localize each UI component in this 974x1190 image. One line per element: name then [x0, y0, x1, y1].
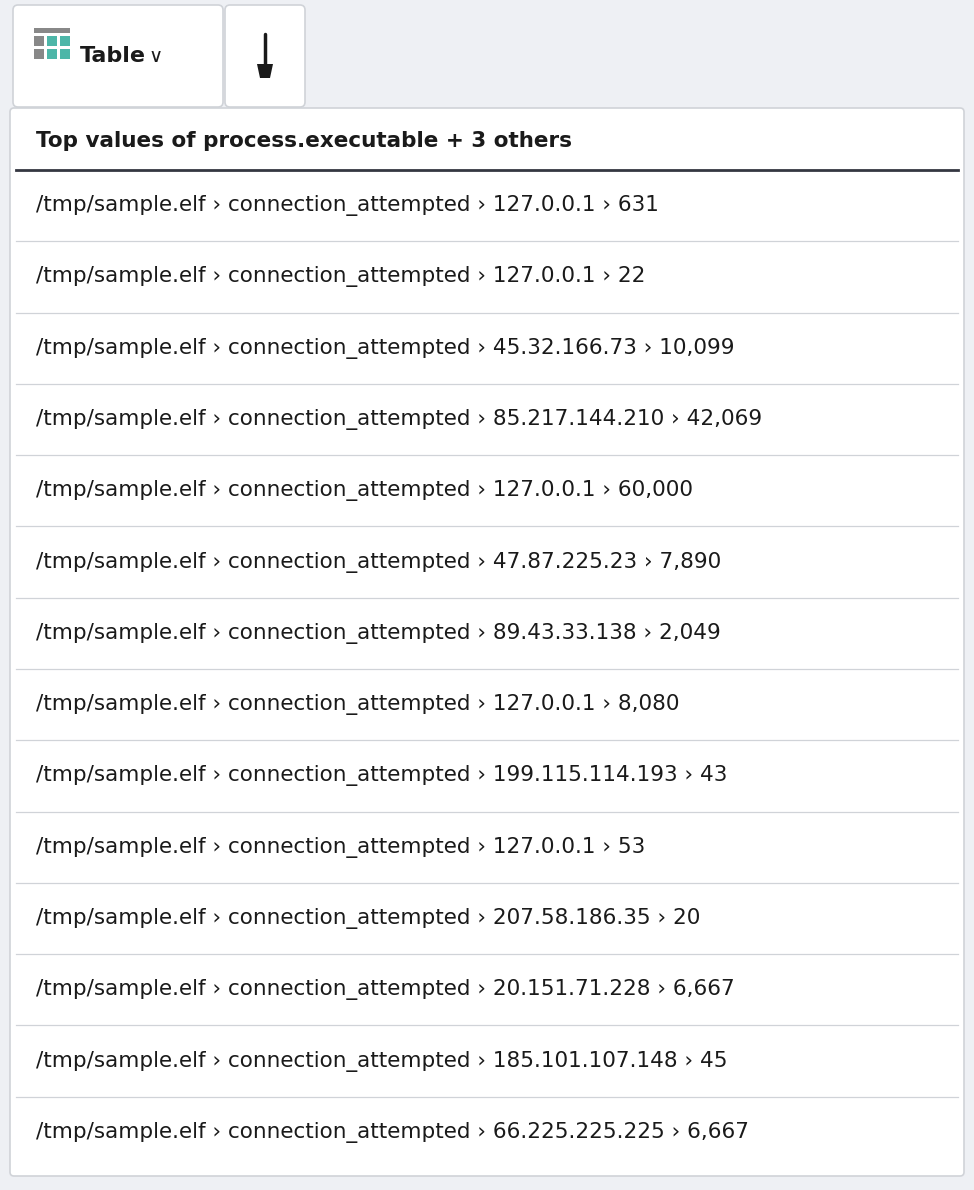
- Text: /tmp/sample.elf › connection_attempted › 20.151.71.228 › 6,667: /tmp/sample.elf › connection_attempted ›…: [36, 979, 734, 1001]
- Text: Top values of process.executable + 3 others: Top values of process.executable + 3 oth…: [36, 131, 572, 151]
- Text: /tmp/sample.elf › connection_attempted › 47.87.225.23 › 7,890: /tmp/sample.elf › connection_attempted ›…: [36, 552, 722, 572]
- Text: /tmp/sample.elf › connection_attempted › 127.0.0.1 › 22: /tmp/sample.elf › connection_attempted ›…: [36, 267, 646, 288]
- FancyBboxPatch shape: [10, 108, 964, 1176]
- Text: /tmp/sample.elf › connection_attempted › 66.225.225.225 › 6,667: /tmp/sample.elf › connection_attempted ›…: [36, 1122, 749, 1142]
- Text: /tmp/sample.elf › connection_attempted › 85.217.144.210 › 42,069: /tmp/sample.elf › connection_attempted ›…: [36, 409, 762, 430]
- Text: /tmp/sample.elf › connection_attempted › 127.0.0.1 › 8,080: /tmp/sample.elf › connection_attempted ›…: [36, 694, 680, 715]
- Bar: [34, 29, 70, 33]
- Bar: [60, 49, 70, 60]
- FancyBboxPatch shape: [225, 5, 305, 107]
- Bar: [47, 36, 57, 46]
- Text: /tmp/sample.elf › connection_attempted › 45.32.166.73 › 10,099: /tmp/sample.elf › connection_attempted ›…: [36, 338, 734, 358]
- Text: /tmp/sample.elf › connection_attempted › 127.0.0.1 › 631: /tmp/sample.elf › connection_attempted ›…: [36, 195, 658, 217]
- Text: /tmp/sample.elf › connection_attempted › 199.115.114.193 › 43: /tmp/sample.elf › connection_attempted ›…: [36, 765, 728, 787]
- Bar: [34, 36, 44, 46]
- Polygon shape: [257, 64, 273, 79]
- Text: /tmp/sample.elf › connection_attempted › 127.0.0.1 › 53: /tmp/sample.elf › connection_attempted ›…: [36, 837, 645, 858]
- Bar: [47, 49, 57, 60]
- Bar: [60, 36, 70, 46]
- Text: /tmp/sample.elf › connection_attempted › 89.43.33.138 › 2,049: /tmp/sample.elf › connection_attempted ›…: [36, 622, 721, 644]
- Text: /tmp/sample.elf › connection_attempted › 185.101.107.148 › 45: /tmp/sample.elf › connection_attempted ›…: [36, 1051, 728, 1071]
- Text: ∨: ∨: [148, 48, 163, 67]
- Text: /tmp/sample.elf › connection_attempted › 207.58.186.35 › 20: /tmp/sample.elf › connection_attempted ›…: [36, 908, 700, 929]
- Text: /tmp/sample.elf › connection_attempted › 127.0.0.1 › 60,000: /tmp/sample.elf › connection_attempted ›…: [36, 481, 693, 501]
- Bar: [34, 49, 44, 60]
- Text: Table: Table: [80, 46, 146, 65]
- FancyBboxPatch shape: [13, 5, 223, 107]
